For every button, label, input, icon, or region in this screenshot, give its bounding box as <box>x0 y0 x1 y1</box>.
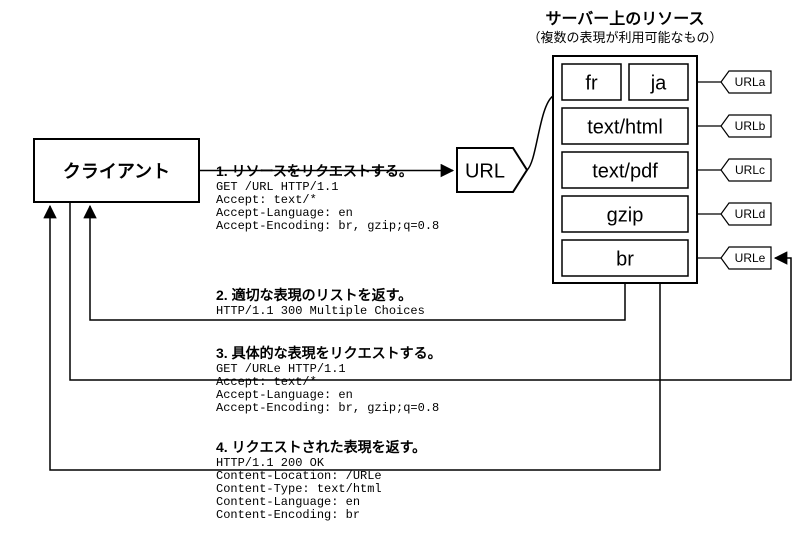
step-code-line: HTTP/1.1 200 OK <box>216 456 325 470</box>
step-title: 1. リソースをリクエストする。 <box>216 163 413 179</box>
step-code-line: Accept-Encoding: br, gzip;q=0.8 <box>216 219 439 233</box>
step-code-line: Content-Location: /URLe <box>216 469 382 483</box>
url-tag-label: URLd <box>735 207 766 221</box>
step-title: 2. 適切な表現のリストを返す。 <box>216 287 412 303</box>
server-header-sub: （複数の表現が利用可能なもの） <box>527 30 722 45</box>
step-code-line: Content-Encoding: br <box>216 508 360 522</box>
step-code-line: Accept: text/* <box>216 375 317 389</box>
url-tag-label: URLb <box>735 119 766 133</box>
resource-variant-label: text/pdf <box>592 160 658 182</box>
resource-variant-label: gzip <box>607 204 644 226</box>
server-header-title: サーバー上のリソース <box>545 10 704 28</box>
step-code-line: Content-Language: en <box>216 495 360 509</box>
step-code-line: Accept: text/* <box>216 193 317 207</box>
url-tag-label: URLa <box>735 75 766 89</box>
step-code-line: Accept-Language: en <box>216 206 353 220</box>
client-label: クライアント <box>63 161 170 181</box>
step-code-line: Accept-Encoding: br, gzip;q=0.8 <box>216 401 439 415</box>
step-code-line: HTTP/1.1 300 Multiple Choices <box>216 304 425 318</box>
url-tag-label: URLe <box>735 251 766 265</box>
step-title: 3. 具体的な表現をリクエストする。 <box>216 345 442 361</box>
resource-variant-label: ja <box>650 72 667 94</box>
resource-variant-label: br <box>616 248 634 270</box>
step-code-line: Content-Type: text/html <box>216 482 382 496</box>
step-title: 4. リクエストされた表現を返す。 <box>216 439 426 455</box>
url-tag-label: URLc <box>735 163 765 177</box>
step-code-line: GET /URLe HTTP/1.1 <box>216 362 346 376</box>
url-to-server-link <box>527 96 553 170</box>
resource-variant-label: fr <box>585 72 598 94</box>
url-node-label: URL <box>465 160 505 182</box>
step-code-line: Accept-Language: en <box>216 388 353 402</box>
step-code-line: GET /URL HTTP/1.1 <box>216 180 338 194</box>
resource-variant-label: text/html <box>587 116 663 138</box>
